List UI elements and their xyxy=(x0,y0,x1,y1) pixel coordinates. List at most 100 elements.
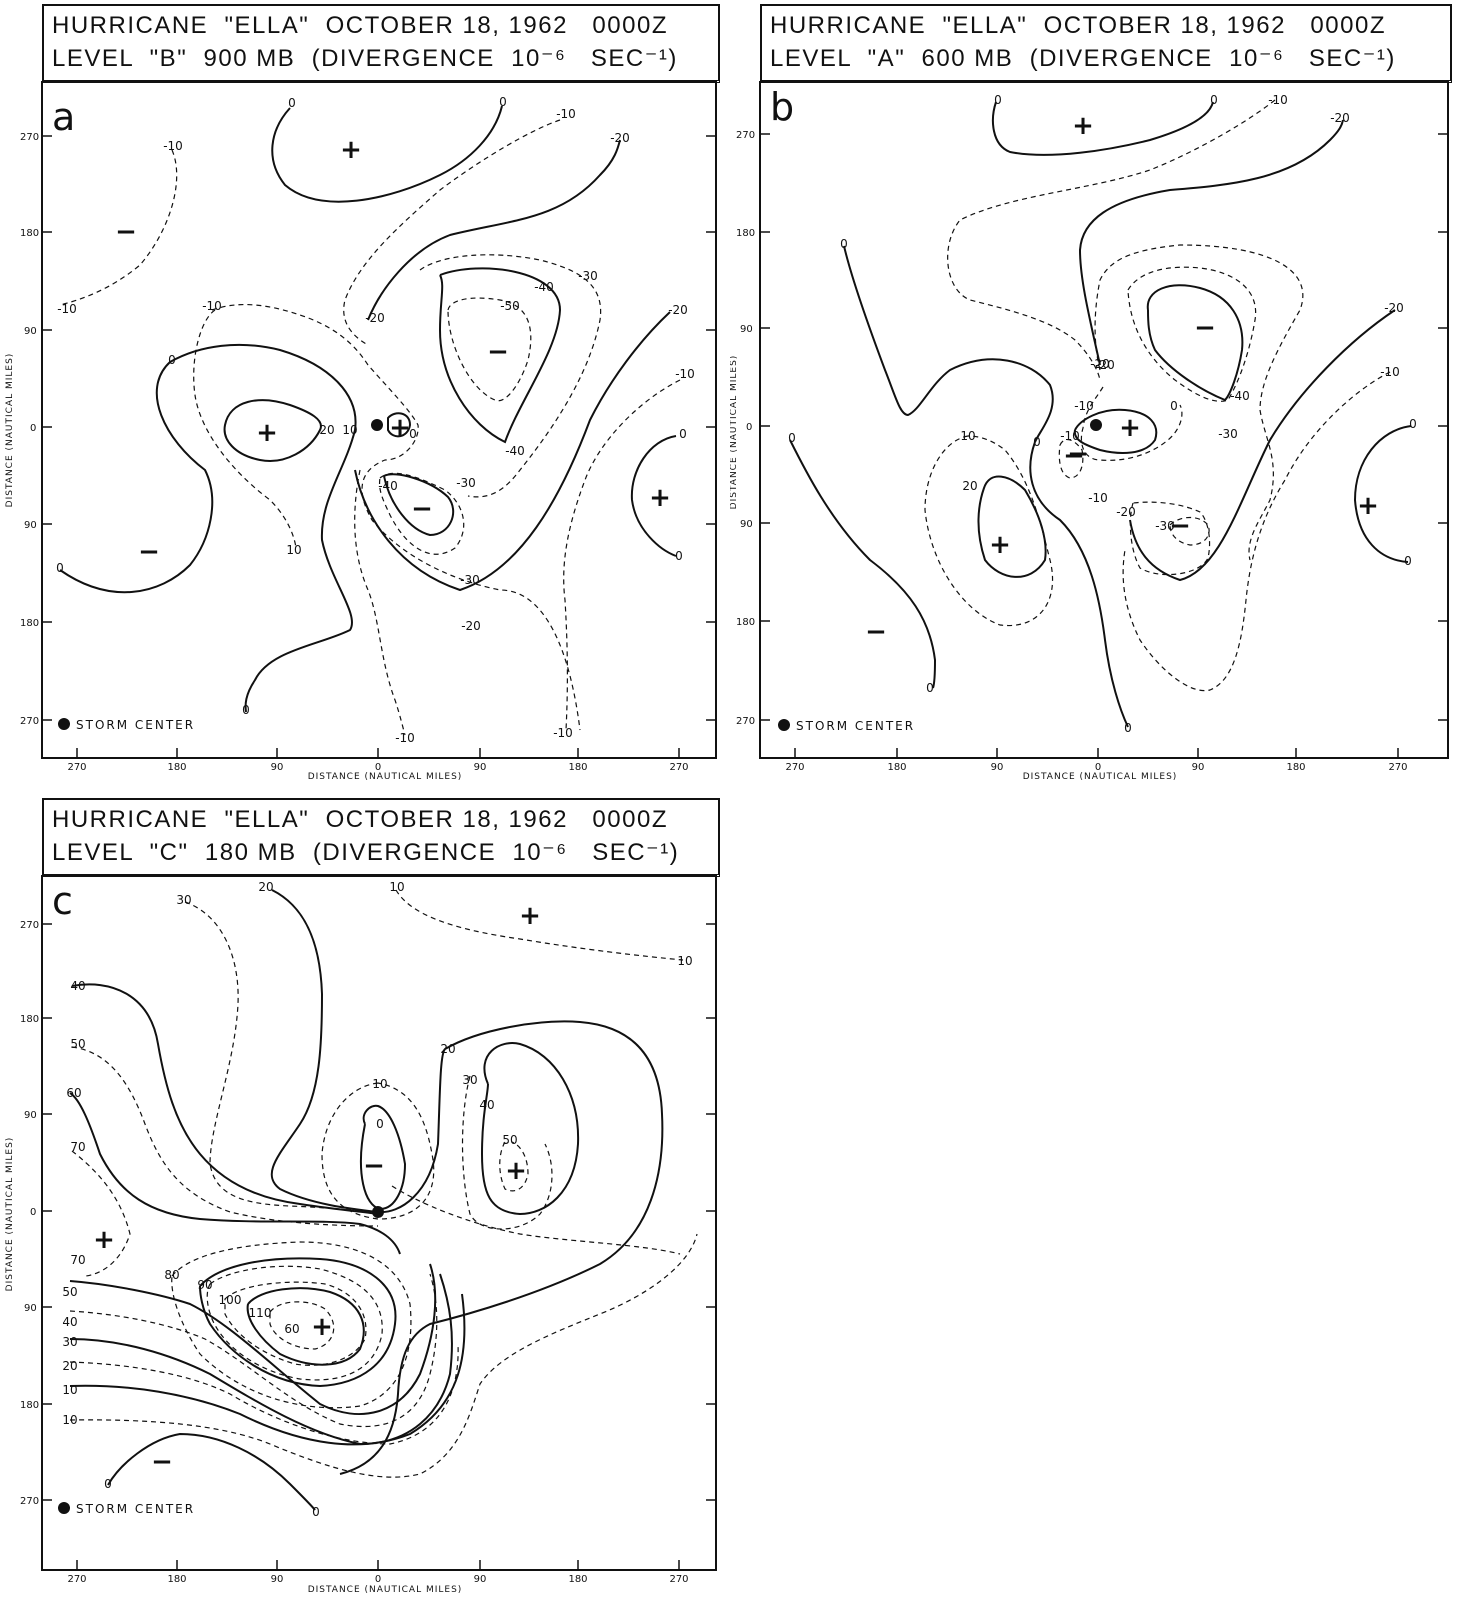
contour-line xyxy=(480,1042,580,1216)
map-label: -10 xyxy=(1380,365,1400,379)
map-label: 180 xyxy=(568,1574,587,1585)
map-label: 270 xyxy=(1388,762,1407,773)
map-label: -10 xyxy=(1088,491,1108,505)
contour-line xyxy=(270,889,446,1214)
map-label: 180 xyxy=(20,228,39,239)
map-label: − xyxy=(115,217,137,247)
map-label: -10 xyxy=(57,302,77,316)
map-label: -20 xyxy=(461,619,481,633)
map-label: − xyxy=(1063,441,1085,471)
map-label: 90 xyxy=(1192,762,1205,773)
contour-line xyxy=(354,469,406,736)
map-label: 180 xyxy=(20,1014,39,1025)
map-label: + xyxy=(505,1156,527,1186)
legend-text: STORM CENTER xyxy=(796,719,915,733)
map-label: -20 xyxy=(1384,301,1404,315)
map-label: 270 xyxy=(20,132,39,143)
contour-labels: 0 0 -10 -20 -10 -10 -10 -20 -30 -40 -50 … xyxy=(56,95,695,745)
map-label: 0 xyxy=(788,431,796,445)
map-label: 50 xyxy=(70,1037,85,1051)
contour-line xyxy=(69,1293,466,1446)
map-label: -50 xyxy=(500,299,520,313)
contour-line xyxy=(224,1281,367,1366)
contour-line xyxy=(630,435,677,557)
axis-ticks xyxy=(42,135,716,758)
contour-line xyxy=(71,1150,131,1277)
contour-line xyxy=(461,1075,553,1230)
legend-dot xyxy=(778,719,790,731)
dashed-contours xyxy=(59,119,681,736)
map-label: 90 xyxy=(271,1574,284,1585)
contour-line xyxy=(947,99,1276,381)
map-label: 20 xyxy=(62,1359,77,1373)
y-axis-label: DISTANCE (NAUTICAL MILES) xyxy=(5,353,15,508)
contour-line xyxy=(59,149,178,306)
map-label: 10 xyxy=(62,1383,77,1397)
map-label: 180 xyxy=(167,762,186,773)
plot-frame xyxy=(41,875,717,1571)
contour-line xyxy=(1129,501,1211,576)
contour-line xyxy=(1169,516,1210,546)
storm-center-marker xyxy=(371,419,383,431)
contour-line xyxy=(395,889,684,961)
contour-line xyxy=(391,1185,681,1255)
contour-line xyxy=(269,1301,335,1350)
map-label: 10 xyxy=(389,880,404,894)
map-label: 110 xyxy=(249,1306,272,1320)
y-tick-labels: 270 180 90 0 90 180 270 xyxy=(20,920,39,1507)
contour-line xyxy=(71,983,379,1215)
dashed-contours xyxy=(69,889,698,1478)
contour-line xyxy=(321,1082,435,1220)
map-label: 0 xyxy=(409,427,417,441)
map-label: 180 xyxy=(887,762,906,773)
map-label: -10 xyxy=(1074,399,1094,413)
map-label: 270 xyxy=(785,762,804,773)
map-label: 180 xyxy=(20,618,39,629)
map-label: 60 xyxy=(66,1086,81,1100)
map-label: 180 xyxy=(20,1400,39,1411)
contour-line xyxy=(367,139,621,321)
contour-line xyxy=(184,901,379,1215)
map-label: − xyxy=(1169,511,1191,541)
x-tick-labels: 270 180 90 0 90 180 270 xyxy=(67,1574,688,1585)
map-label: 90 xyxy=(474,1574,487,1585)
x-axis-label: DISTANCE (NAUTICAL MILES) xyxy=(308,772,463,782)
contour-line xyxy=(343,119,561,346)
map-label: -20 xyxy=(1095,358,1115,372)
header-title: HURRICANE "ELLA" OCTOBER 18, 1962 0000Z xyxy=(770,12,1386,39)
map-label: − xyxy=(865,617,887,647)
contour-line xyxy=(378,472,465,555)
solid-contours xyxy=(69,889,664,1511)
axis-ticks xyxy=(42,923,716,1570)
map-label: 0 xyxy=(499,95,507,109)
contour-line xyxy=(69,1233,698,1478)
map-label: 20 xyxy=(962,479,977,493)
contour-line xyxy=(223,399,322,462)
map-label: 180 xyxy=(568,762,587,773)
contour-line xyxy=(1073,408,1158,454)
map-label: + xyxy=(1119,413,1141,443)
map-label: 40 xyxy=(479,1098,494,1112)
map-label: 0 xyxy=(926,681,934,695)
contour-line xyxy=(383,473,455,537)
map-label: -10 xyxy=(202,299,222,313)
map-label: 0 xyxy=(1095,762,1101,773)
contour-line xyxy=(339,1020,664,1475)
y-tick-labels: 270 180 90 0 90 180 270 xyxy=(20,132,39,727)
map-label: + xyxy=(519,901,541,931)
map-label: − xyxy=(487,337,509,367)
map-label: − xyxy=(1194,313,1216,343)
map-label: 40 xyxy=(70,979,85,993)
axis-ticks xyxy=(760,133,1448,758)
contour-line xyxy=(992,101,1214,156)
map-label: 70 xyxy=(70,1253,85,1267)
sign-markers: + − + − + − − + − xyxy=(865,111,1379,647)
panel-letter: b xyxy=(770,85,794,129)
contour-line xyxy=(69,1343,459,1445)
contour-line xyxy=(419,254,602,498)
map-label: -30 xyxy=(460,573,480,587)
map-label: 0 xyxy=(1170,399,1178,413)
contour-line xyxy=(924,435,1054,627)
map-label: -20 xyxy=(365,311,385,325)
panel-header: HURRICANE "ELLA" OCTOBER 18, 1962 0000Z … xyxy=(42,4,720,83)
